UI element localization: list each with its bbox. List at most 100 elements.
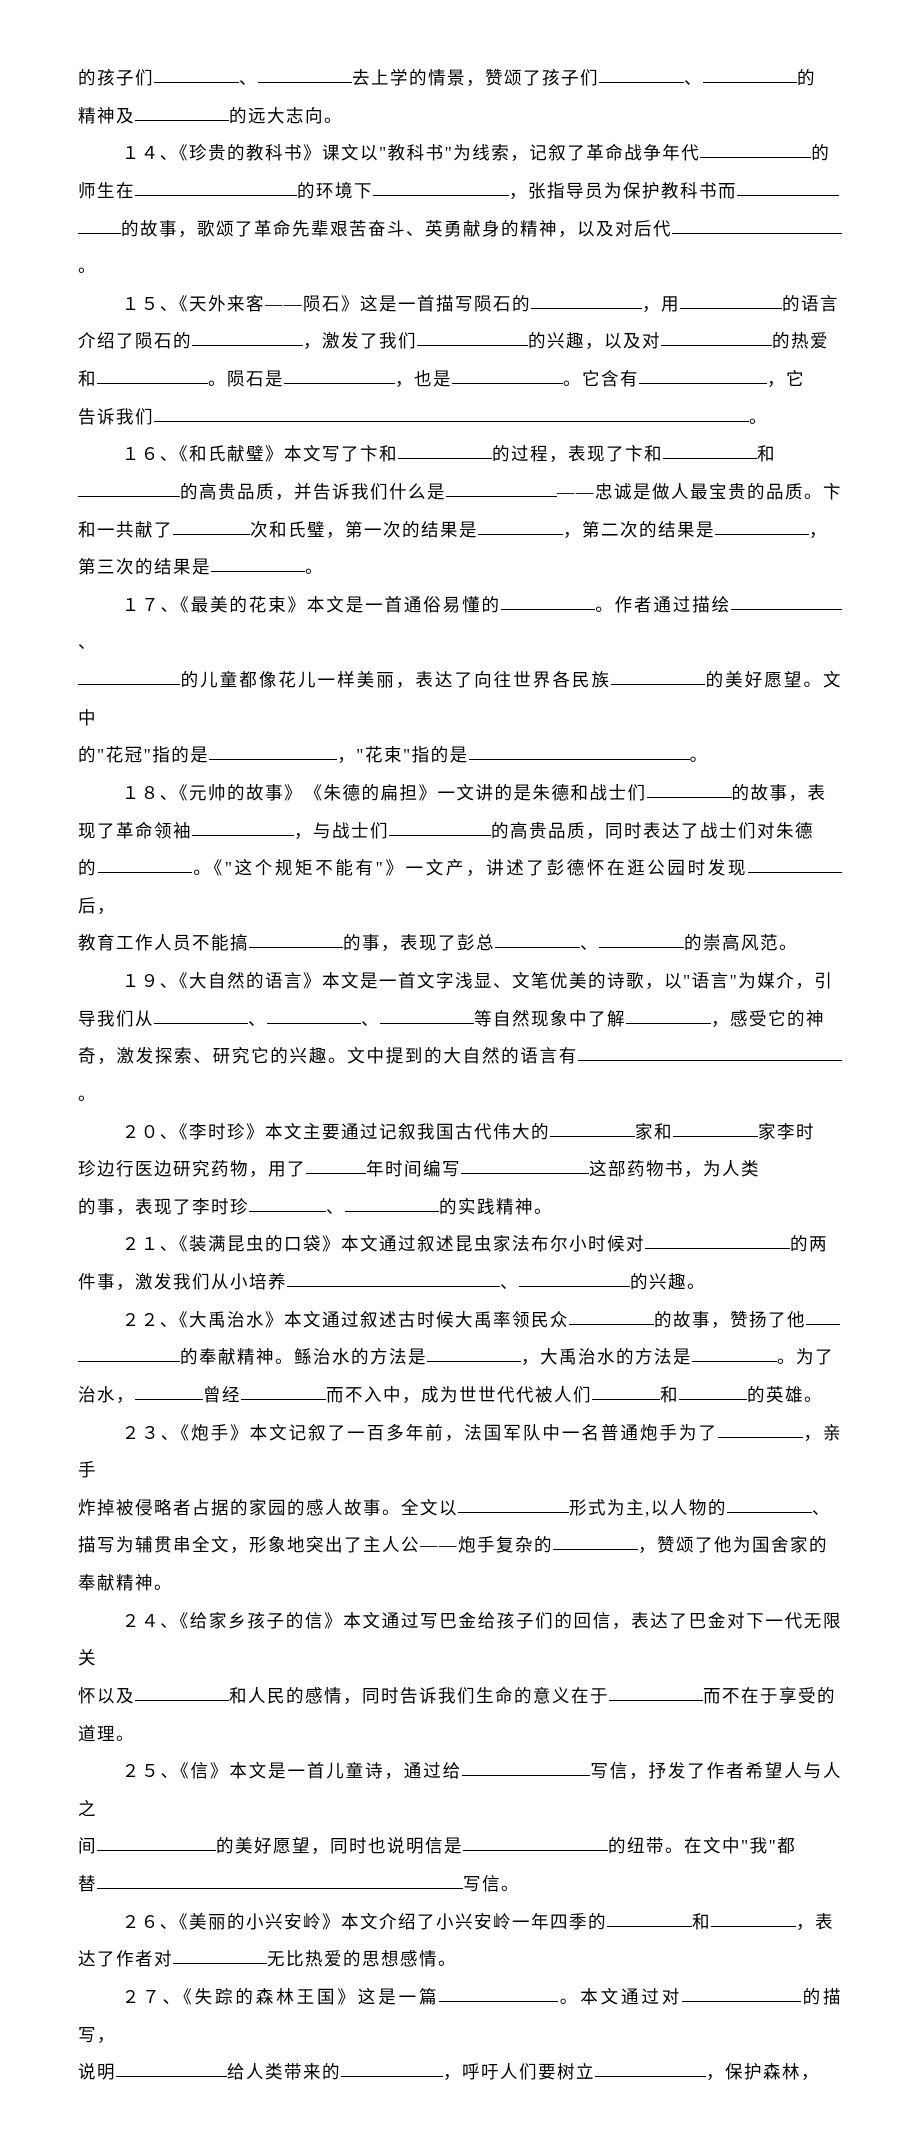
fill-blank[interactable] [154, 404, 749, 422]
fill-blank[interactable] [97, 1834, 216, 1852]
text-line: 介绍了陨石的，激发了我们的兴趣，以及对的热爱 [78, 323, 842, 361]
fill-blank[interactable] [439, 1984, 558, 2002]
fill-blank[interactable] [611, 668, 705, 686]
fill-blank[interactable] [192, 329, 303, 347]
fill-blank[interactable] [341, 2060, 443, 2078]
fill-blank[interactable] [209, 743, 337, 761]
fill-blank[interactable] [97, 1872, 463, 1890]
fill-blank[interactable] [607, 1909, 692, 1927]
fill-blank[interactable] [715, 517, 809, 535]
fill-blank[interactable] [679, 1382, 747, 1400]
fill-blank[interactable] [173, 517, 250, 535]
fill-blank[interactable] [463, 1834, 608, 1852]
text-line: 第三次的结果是。 [78, 549, 842, 587]
fill-blank[interactable] [135, 1683, 229, 1701]
text-line: 治水，曾经而不入中，成为世世代代被人们和的英雄。 [78, 1377, 842, 1415]
fill-blank[interactable] [495, 931, 580, 949]
text-line: 炸掉被侵略者占据的家园的感人故事。全文以形式为主,以人物的、 [78, 1490, 842, 1528]
fill-blank[interactable] [417, 329, 528, 347]
text-line: 的儿童都像花儿一样美丽，表达了向往世界各民族的美好愿望。文中 [78, 662, 842, 737]
fill-blank[interactable] [647, 780, 732, 798]
fill-blank[interactable] [569, 1307, 654, 1325]
fill-blank[interactable] [267, 1006, 361, 1024]
fill-blank[interactable] [135, 1382, 203, 1400]
text-line: １９、《大自然的语言》本文是一首文字浅显、文笔优美的诗歌，以"语言"为媒介，引 [78, 963, 842, 1001]
fill-blank[interactable] [806, 1307, 840, 1325]
text-line: 的高贵品质，并告诉我们什么是——忠诚是做人最宝贵的品质。卞 [78, 474, 842, 512]
fill-blank[interactable] [595, 2060, 706, 2078]
text-line: ２１、《装满昆虫的口袋》本文通过叙述昆虫家法布尔小时候对的两 [78, 1226, 842, 1264]
fill-blank[interactable] [531, 291, 642, 309]
fill-blank[interactable] [306, 1157, 366, 1175]
fill-blank[interactable] [626, 1006, 711, 1024]
fill-blank[interactable] [211, 555, 305, 573]
fill-blank[interactable] [452, 367, 563, 385]
fill-blank[interactable] [692, 1345, 777, 1363]
fill-blank[interactable] [703, 66, 797, 84]
fill-blank[interactable] [116, 2060, 227, 2078]
fill-blank[interactable] [78, 668, 180, 686]
fill-blank[interactable] [154, 66, 239, 84]
fill-blank[interactable] [135, 103, 229, 121]
fill-blank[interactable] [599, 931, 684, 949]
text-line: 奉献精神。 [78, 1565, 842, 1603]
fill-blank[interactable] [592, 1382, 660, 1400]
fill-blank[interactable] [192, 818, 294, 836]
fill-blank[interactable] [718, 1420, 803, 1438]
fill-blank[interactable] [345, 1194, 439, 1212]
fill-blank[interactable] [727, 1495, 812, 1513]
fill-blank[interactable] [639, 367, 767, 385]
fill-blank[interactable] [599, 66, 684, 84]
fill-blank[interactable] [737, 178, 839, 196]
fill-blank[interactable] [672, 216, 842, 234]
fill-blank[interactable] [98, 856, 192, 874]
fill-blank[interactable] [553, 1533, 638, 1551]
fill-blank[interactable] [682, 1984, 801, 2002]
fill-blank[interactable] [78, 216, 121, 234]
fill-blank[interactable] [389, 818, 491, 836]
text-line: 和。陨石是，也是。它含有，它 [78, 361, 842, 399]
fill-blank[interactable] [373, 178, 509, 196]
fill-blank[interactable] [700, 141, 811, 159]
text-line: 奇，激发探索、研究它的兴趣。文中提到的大自然的语言有。 [78, 1038, 842, 1113]
fill-blank[interactable] [462, 1759, 590, 1777]
fill-blank[interactable] [380, 1006, 474, 1024]
fill-blank[interactable] [78, 1345, 180, 1363]
fill-blank[interactable] [241, 1382, 326, 1400]
fill-blank[interactable] [173, 1947, 267, 1965]
fill-blank[interactable] [398, 442, 492, 460]
fill-blank[interactable] [469, 743, 690, 761]
fill-blank[interactable] [609, 1683, 703, 1701]
fill-blank[interactable] [711, 1909, 796, 1927]
text-line: 的事，表现了李时珍、的实践精神。 [78, 1189, 842, 1227]
fill-blank[interactable] [135, 178, 297, 196]
fill-blank[interactable] [427, 1345, 521, 1363]
fill-blank[interactable] [578, 1044, 842, 1062]
fill-blank[interactable] [446, 479, 557, 497]
fill-blank[interactable] [154, 1006, 248, 1024]
fill-blank[interactable] [478, 517, 563, 535]
fill-blank[interactable] [645, 1232, 790, 1250]
fill-blank[interactable] [97, 367, 208, 385]
fill-blank[interactable] [287, 1270, 500, 1288]
fill-blank[interactable] [519, 1270, 630, 1288]
fill-blank[interactable] [78, 479, 180, 497]
fill-blank[interactable] [284, 367, 395, 385]
text-line: １７、《最美的花束》本文是一首通俗易懂的。作者通过描绘、 [78, 587, 842, 662]
fill-blank[interactable] [249, 1194, 326, 1212]
fill-blank[interactable] [458, 1495, 569, 1513]
text-line: 件事，激发我们从小培养、的兴趣。 [78, 1264, 842, 1302]
fill-blank[interactable] [461, 1157, 589, 1175]
fill-blank[interactable] [661, 329, 772, 347]
fill-blank[interactable] [550, 1119, 635, 1137]
fill-blank[interactable] [673, 1119, 758, 1137]
text-line: 怀以及和人民的感情，同时告诉我们生命的意义在于而不在于享受的 [78, 1678, 842, 1716]
fill-blank[interactable] [680, 291, 782, 309]
text-line: 道理。 [78, 1716, 842, 1754]
fill-blank[interactable] [258, 66, 352, 84]
fill-blank[interactable] [501, 592, 595, 610]
fill-blank[interactable] [249, 931, 343, 949]
fill-blank[interactable] [663, 442, 757, 460]
fill-blank[interactable] [731, 592, 842, 610]
fill-blank[interactable] [748, 856, 842, 874]
